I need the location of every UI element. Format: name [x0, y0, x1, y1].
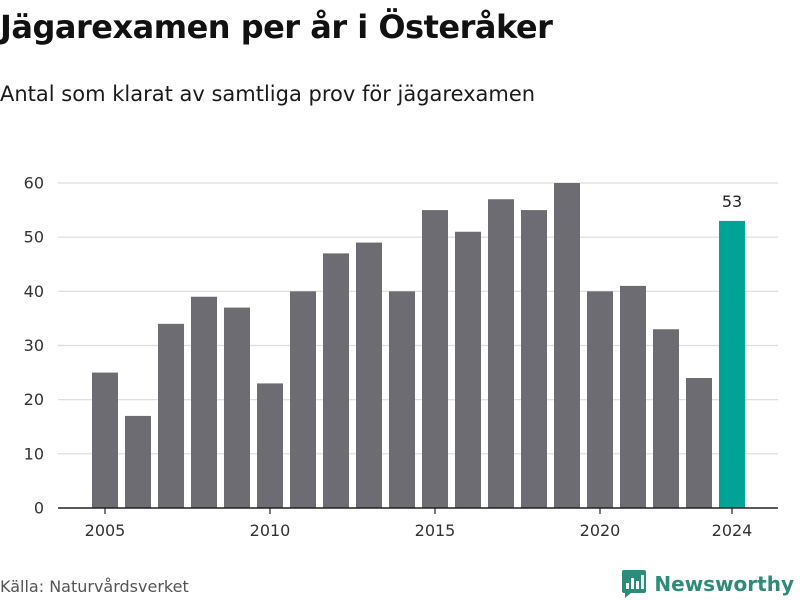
bar [158, 323, 184, 508]
bar-highlight [719, 220, 745, 508]
x-tick-label: 2024 [712, 521, 753, 540]
bar [686, 378, 712, 508]
bar [224, 307, 250, 508]
x-tick-label: 2010 [250, 521, 291, 540]
bar [257, 383, 283, 508]
source-note: Källa: Naturvårdsverket [0, 577, 189, 596]
y-tick-label: 20 [24, 390, 44, 409]
bar [620, 285, 646, 508]
y-tick-label: 40 [24, 282, 44, 301]
brand-name: Newsworthy [654, 572, 794, 596]
y-tick-label: 60 [24, 174, 44, 193]
bar [125, 415, 151, 508]
brand-logo[interactable]: Newsworthy [621, 569, 794, 599]
bar [653, 329, 679, 508]
y-tick-label: 30 [24, 336, 44, 355]
bar [521, 210, 547, 509]
bar [290, 291, 316, 508]
data-label: 53 [722, 192, 742, 211]
bar [356, 242, 382, 509]
bar [422, 210, 448, 509]
bar [455, 231, 481, 508]
bar [323, 253, 349, 508]
bar [92, 372, 118, 508]
bar [554, 183, 580, 508]
bar [587, 291, 613, 508]
x-tick-label: 2005 [85, 521, 126, 540]
x-tick-label: 2015 [415, 521, 456, 540]
chart-subtitle: Antal som klarat av samtliga prov för jä… [0, 82, 536, 106]
newsworthy-logo-icon [622, 570, 647, 598]
bar [389, 291, 415, 508]
x-tick-label: 2020 [580, 521, 621, 540]
y-tick-label: 0 [34, 499, 44, 518]
bar [488, 199, 514, 508]
y-tick-label: 50 [24, 228, 44, 247]
y-tick-label: 10 [24, 444, 44, 463]
bar [191, 296, 217, 508]
chart-title: Jägarexamen per år i Österåker [0, 8, 553, 46]
